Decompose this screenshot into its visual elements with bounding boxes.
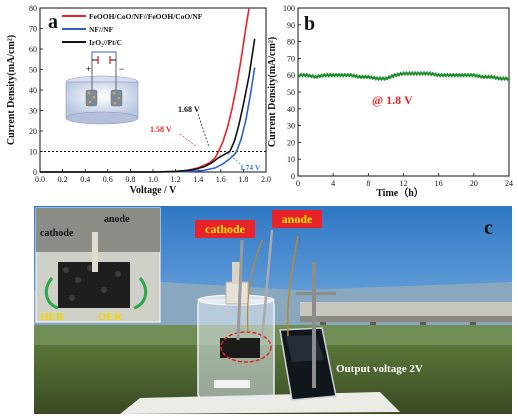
xtick-label: 12: [400, 179, 408, 188]
legend-label-2: NF//NF: [89, 25, 114, 34]
legend-a: FeOOH/CoO/NF//FeOOH/CoO/NF NF//NF IrO₂//…: [62, 12, 203, 47]
annotation-1-8v: @ 1.8 V: [372, 93, 413, 107]
annotation-1-58v-arrow: [179, 133, 198, 148]
xtick-label: 0.6: [103, 175, 113, 184]
ytick-label: 70: [287, 54, 295, 63]
ytick-label: 0: [291, 172, 295, 181]
plot-b-frame: [297, 7, 510, 177]
inset-cathode-label: cathode: [40, 228, 74, 239]
series-line-1: [298, 72, 509, 80]
ytick-label: 40: [29, 86, 37, 95]
panel-c-label: c: [484, 217, 493, 239]
axis-b-ylabel: Current Density(mA/cm²): [267, 37, 278, 147]
xtick-label: 0.8: [125, 175, 135, 184]
legend-label-3: IrO₂//Pt/C: [89, 38, 122, 47]
annotation-1-68v-arrow: [197, 113, 210, 148]
ytick-label: 30: [29, 107, 37, 116]
anode-tag-label: anode: [282, 212, 313, 226]
xtick-label: 0.0: [35, 175, 45, 184]
ytick-label: 0: [33, 168, 37, 177]
ytick-label: 20: [29, 127, 37, 136]
xtick-label: 4: [331, 179, 335, 188]
panel-c-photo: cathode anode HER OER cathode anode c Ou…: [34, 206, 512, 414]
annotation-1-74v-arrow: [227, 152, 241, 165]
xtick-label: 1.0: [148, 175, 158, 184]
legend-label-1: FeOOH/CoO/NF//FeOOH/CoO/NF: [89, 12, 203, 21]
photo-beaker: [197, 262, 275, 399]
xtick-label: 1.4: [193, 175, 203, 184]
axis-a-ylabel: Current Density(mA/cm²): [6, 35, 17, 145]
inset-oer-label: OER: [98, 311, 123, 323]
axis-a-xlabel: Voltage / V: [130, 185, 177, 196]
ytick-label: 40: [287, 105, 295, 114]
ytick-label: 70: [29, 25, 37, 34]
ytick-label: 60: [287, 71, 295, 80]
series-line-3: [40, 38, 256, 173]
xtick-label: 24: [505, 179, 513, 188]
annotation-1-58v: 1.58 V: [150, 125, 172, 134]
xtick-label: 1.8: [238, 175, 248, 184]
panel-b-label: b: [304, 13, 315, 35]
xtick-label: 2.0: [261, 175, 271, 184]
ytick-label: 10: [287, 155, 295, 164]
svg-text:+: +: [86, 64, 91, 74]
xtick-label: 8: [366, 179, 370, 188]
xtick-label: 0.4: [80, 175, 90, 184]
ytick-label: 10: [29, 148, 37, 157]
photo-plate: [120, 392, 400, 414]
series-line-2: [40, 67, 256, 173]
output-voltage-label: Output voltage 2V: [336, 363, 423, 375]
svg-text:−: −: [119, 64, 124, 74]
ytick-label: 50: [287, 88, 295, 97]
ytick-label: 20: [287, 138, 295, 147]
anode-tag: anode: [272, 210, 322, 228]
inset-her-label: HER: [40, 311, 65, 323]
ytick-label: 100: [283, 4, 295, 13]
ytick-label: 90: [287, 21, 295, 30]
ytick-label: 50: [29, 66, 37, 75]
xtick-label: 16: [435, 179, 443, 188]
xtick-label: 1.2: [171, 175, 181, 184]
xtick-label: 20: [470, 179, 478, 188]
cathode-tag-label: cathode: [205, 222, 246, 236]
ytick-label: 60: [29, 45, 37, 54]
photo-electrode-wires: [236, 229, 336, 388]
annotation-1-68v: 1.68 V: [178, 105, 200, 114]
electrolyzer-schematic-icon: + −: [65, 51, 139, 125]
xtick-label: 0.2: [58, 175, 68, 184]
ytick-label: 80: [287, 38, 295, 47]
panel-a-chart: 0 10 20 30 40 50 60 70 80 0.0 0.2 0.4 0.6 0.8 1.0 1.2 1…: [6, 4, 271, 196]
cathode-tag: cathode: [195, 220, 255, 238]
photo-inset: cathode anode HER OER: [35, 207, 161, 323]
panel-a-label: a: [48, 11, 58, 33]
xtick-label: 1.6: [216, 175, 226, 184]
axis-b-xlabel: Time（h）: [376, 186, 424, 199]
xtick-label: 0: [296, 179, 300, 188]
ytick-label: 30: [287, 122, 295, 131]
ytick-label: 80: [29, 4, 37, 13]
panel-b-chart: 0 10 20 30 40 50 60 70 80 90 100 0 4 8 12 16 20 24 b @ 1…: [267, 4, 513, 199]
inset-anode-label: anode: [104, 214, 130, 225]
annotation-1-74v: 1.74 V: [240, 163, 261, 172]
